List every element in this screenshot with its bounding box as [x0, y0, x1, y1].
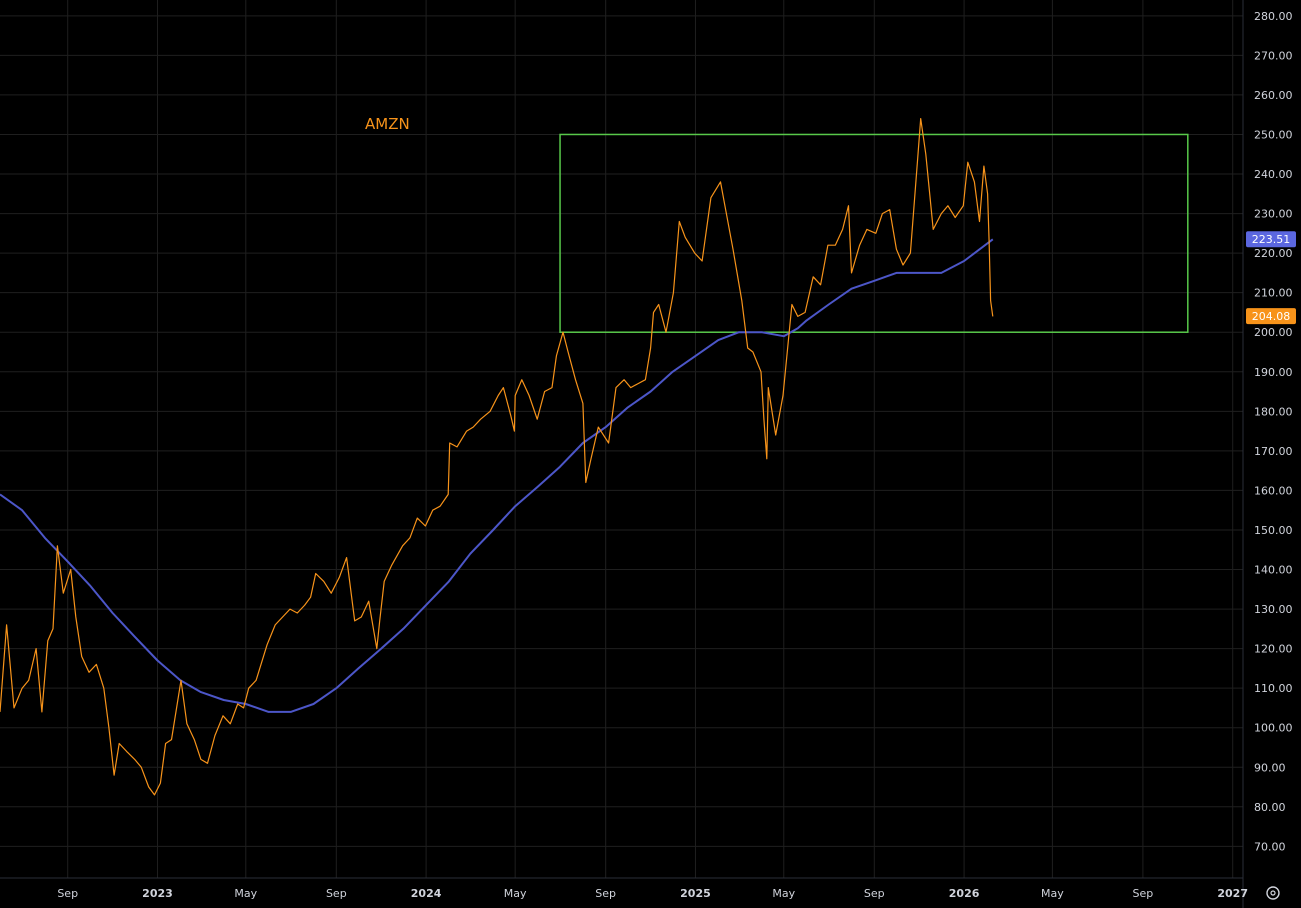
- y-tick-label: 220.00: [1254, 247, 1293, 260]
- price-line[interactable]: [0, 117, 994, 796]
- gear-icon-center: [1270, 890, 1276, 896]
- series-layer: [0, 117, 994, 796]
- y-tick-label: 120.00: [1254, 643, 1293, 656]
- y-tick-label: 240.00: [1254, 168, 1293, 181]
- y-tick-label: 170.00: [1254, 445, 1293, 458]
- y-tick-label: 90.00: [1254, 761, 1286, 774]
- y-tick-label: 210.00: [1254, 287, 1293, 300]
- x-tick-label: Sep: [864, 887, 885, 900]
- price-axis[interactable]: 70.00 80.00 90.00 100.00 110.00 120.00 130.00 1…: [1254, 10, 1293, 854]
- y-tick-label: 110.00: [1254, 682, 1293, 695]
- x-tick-label: 2027: [1217, 887, 1248, 900]
- y-tick-label: 260.00: [1254, 89, 1293, 102]
- y-tick-label: 160.00: [1254, 484, 1293, 497]
- y-tick-label: 270.00: [1254, 49, 1293, 62]
- ticker-label: AMZN: [365, 115, 410, 133]
- y-tick-label: 200.00: [1254, 326, 1293, 339]
- x-tick-label: Sep: [595, 887, 616, 900]
- y-tick-label: 230.00: [1254, 208, 1293, 221]
- x-tick-label: 2025: [680, 887, 711, 900]
- gear-icon[interactable]: [1266, 886, 1280, 900]
- y-tick-label: 80.00: [1254, 801, 1286, 814]
- y-tick-label: 250.00: [1254, 128, 1293, 141]
- settings-button[interactable]: [1266, 886, 1280, 900]
- x-tick-label: May: [1041, 887, 1064, 900]
- time-axis[interactable]: Sep 2023 May Sep 2024 May Sep 2025 May Sep 2026 May…: [57, 887, 1248, 900]
- x-tick-label: 2024: [411, 887, 442, 900]
- moving-average-line[interactable]: [0, 238, 994, 713]
- ma-last-value-badge: [1246, 231, 1296, 248]
- x-tick-label: May: [504, 887, 527, 900]
- y-tick-label: 190.00: [1254, 366, 1293, 379]
- x-tick-label: 2026: [949, 887, 980, 900]
- x-tick-label: Sep: [326, 887, 347, 900]
- x-tick-label: Sep: [1133, 887, 1154, 900]
- y-tick-label: 100.00: [1254, 722, 1293, 735]
- price-last-value-badge-text: 204.08: [1252, 310, 1291, 323]
- y-tick-label: 180.00: [1254, 405, 1293, 418]
- x-tick-label: 2023: [142, 887, 173, 900]
- x-tick-label: Sep: [57, 887, 78, 900]
- y-tick-label: 280.00: [1254, 10, 1293, 23]
- x-tick-label: May: [234, 887, 257, 900]
- range-box[interactable]: [559, 133, 1189, 333]
- y-tick-label: 70.00: [1254, 840, 1286, 853]
- y-tick-label: 140.00: [1254, 564, 1293, 577]
- last-value-badges: 223.51 204.08: [1246, 231, 1296, 325]
- y-tick-label: 150.00: [1254, 524, 1293, 537]
- price-last-value-badge: [1246, 308, 1296, 325]
- ma-last-value-badge-text: 223.51: [1252, 233, 1291, 246]
- range-box-layer: [559, 133, 1189, 333]
- y-tick-label: 130.00: [1254, 603, 1293, 616]
- x-tick-label: May: [772, 887, 795, 900]
